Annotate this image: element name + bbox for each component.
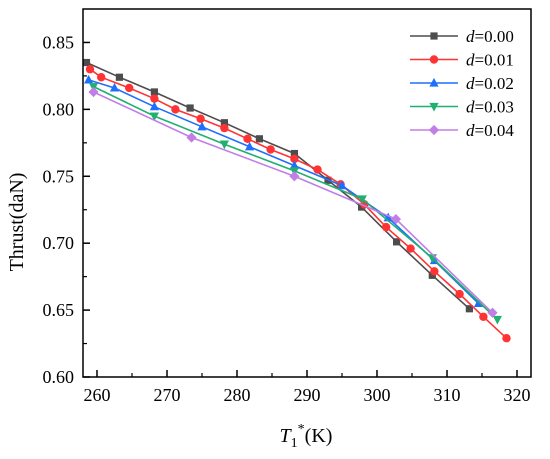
data-point <box>186 132 197 143</box>
data-point <box>455 289 464 299</box>
data-point <box>97 73 106 82</box>
x-axis-title: T1*(K) <box>280 422 333 451</box>
x-tick-label: 300 <box>364 385 391 405</box>
y-tick-label: 0.65 <box>43 300 75 320</box>
data-point <box>197 121 207 131</box>
legend-marker <box>429 55 439 64</box>
data-point <box>266 145 275 154</box>
x-tick-label: 290 <box>294 385 321 405</box>
data-point <box>125 83 134 93</box>
data-point <box>289 160 299 170</box>
data-point <box>406 244 415 253</box>
legend-marker <box>429 77 439 87</box>
plot-frame <box>82 8 532 378</box>
y-axis-title: Thrust(daN) <box>6 173 28 272</box>
legend-label: d=0.02 <box>466 74 514 93</box>
data-point <box>255 135 263 143</box>
series-2 <box>84 74 484 307</box>
legend-label: d=0.04 <box>466 121 514 140</box>
data-point <box>220 123 229 133</box>
x-tick-label: 310 <box>434 385 461 405</box>
legend-item: d=0.00 <box>410 27 514 46</box>
data-point <box>337 180 347 190</box>
data-point <box>390 213 401 225</box>
data-point <box>186 104 194 112</box>
legend-marker <box>430 32 438 40</box>
data-point <box>428 271 436 279</box>
legend-label: d=0.03 <box>466 98 514 117</box>
series-layer <box>83 58 511 343</box>
data-point <box>313 165 322 174</box>
series-line <box>93 85 498 321</box>
ticks-layer: 260 270 280 290 300 310 320 0.60 0.65 0.70 0.75 0.8… <box>43 32 531 405</box>
data-point <box>290 154 299 164</box>
data-point <box>502 333 511 343</box>
y-tick-label: 0.60 <box>43 367 75 387</box>
x-tick-label: 270 <box>154 385 181 405</box>
x-axis-title-superscript: * <box>298 422 305 437</box>
data-point <box>149 112 159 122</box>
legend-marker <box>429 102 439 112</box>
data-point <box>196 114 205 123</box>
legend-item: d=0.03 <box>410 98 514 117</box>
x-axis-title-symbol: T <box>280 425 293 447</box>
data-point <box>109 82 120 92</box>
legend-item: d=0.04 <box>410 121 514 140</box>
x-tick-label: 280 <box>224 385 251 405</box>
data-point <box>381 222 391 232</box>
data-point <box>85 65 95 74</box>
data-point <box>430 267 439 276</box>
x-axis-title-subscript: 1 <box>291 436 298 451</box>
data-point <box>465 305 473 313</box>
series-line <box>93 91 494 314</box>
data-point <box>84 74 94 84</box>
series-line <box>86 61 470 310</box>
legend-marker <box>428 124 440 136</box>
series-4 <box>88 86 498 318</box>
data-point <box>289 171 300 182</box>
data-point <box>492 315 502 325</box>
legend-label: d=0.00 <box>466 27 514 46</box>
data-point <box>149 101 159 111</box>
data-point <box>83 58 91 67</box>
y-tick-label: 0.70 <box>43 233 75 253</box>
data-point <box>150 94 159 103</box>
series-0 <box>83 58 473 313</box>
x-tick-label: 320 <box>504 385 531 405</box>
data-point <box>115 73 123 81</box>
legend-item: d=0.01 <box>410 51 514 70</box>
data-point <box>171 105 180 114</box>
data-point <box>487 307 498 318</box>
data-point <box>479 312 488 321</box>
y-tick-label: 0.75 <box>43 166 75 186</box>
data-point <box>219 140 229 150</box>
data-point <box>150 88 158 96</box>
data-point <box>357 195 367 205</box>
legend-label: d=0.01 <box>466 51 514 70</box>
x-tick-label: 260 <box>84 385 111 405</box>
legend: d=0.00 d=0.01 d=0.02 d=0.03 d=0.04 <box>410 27 514 140</box>
data-point <box>88 86 99 98</box>
data-point <box>243 134 252 144</box>
data-point <box>290 149 298 158</box>
data-point <box>245 141 255 151</box>
y-tick-label: 0.85 <box>43 32 75 52</box>
data-point <box>220 119 228 127</box>
x-axis-title-unit: (K) <box>305 425 333 447</box>
y-tick-label: 0.80 <box>43 99 75 119</box>
legend-item: d=0.02 <box>410 74 514 93</box>
data-point <box>393 238 401 246</box>
